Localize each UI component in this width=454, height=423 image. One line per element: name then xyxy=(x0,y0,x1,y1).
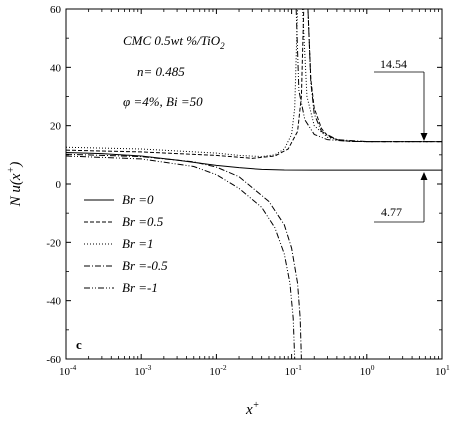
callout-4-77: 4.77 xyxy=(374,172,428,223)
y-tick-label: -60 xyxy=(46,354,61,366)
annotation-phi-bi: φ =4%, Bi =50 xyxy=(123,94,203,109)
legend-label-brm1: Br =-1 xyxy=(122,280,158,295)
x-tick-label: 10-4 xyxy=(59,363,76,378)
series-line-0 xyxy=(66,152,442,171)
series-line-3 xyxy=(66,153,302,359)
y-axis-title: N u(x+) xyxy=(6,162,24,208)
x-axis-title: x+ xyxy=(245,400,259,418)
annotation-n: n= 0.485 xyxy=(137,64,185,79)
series-line-4-branch xyxy=(295,9,442,143)
y-tick-label: 0 xyxy=(56,179,62,191)
series-line-2 xyxy=(66,9,299,158)
annotation-material: CMC 0.5wt %/TiO2 xyxy=(123,33,225,51)
x-tick-label: 10-3 xyxy=(134,363,151,378)
x-tick-label: 100 xyxy=(360,363,375,378)
series-lines xyxy=(66,9,442,359)
plot-frame xyxy=(65,8,443,360)
y-tick-label: 20 xyxy=(50,121,62,133)
y-tick-label: 40 xyxy=(50,62,62,74)
legend-label-br05: Br =0.5 xyxy=(122,214,164,229)
series-line-2-branch xyxy=(302,9,442,143)
callout-14-54: 14.54 xyxy=(374,57,428,141)
y-tick-label: -40 xyxy=(46,296,61,308)
x-tick-label: 10-1 xyxy=(285,363,302,378)
axis-ticks: 10-4 10-3 10-2 10-1 100 101 -60 -40 -20 0 20 40 60 xyxy=(46,4,450,378)
legend-label-br1: Br =1 xyxy=(122,236,154,251)
panel-label: c xyxy=(76,337,82,352)
x-tick-label: 10-2 xyxy=(209,363,226,378)
svg-text:4.77: 4.77 xyxy=(381,205,402,219)
y-tick-label: -20 xyxy=(46,237,61,249)
legend-label-br0: Br =0 xyxy=(122,192,154,207)
series-line-3-branch xyxy=(307,9,442,143)
svg-text:14.54: 14.54 xyxy=(380,57,407,71)
series-line-1 xyxy=(66,9,305,159)
legend: Br =0 Br =0.5 Br =1 Br =-0.5 Br =-1 xyxy=(84,192,168,295)
series-line-4 xyxy=(66,155,296,359)
x-tick-label: 101 xyxy=(435,363,450,378)
y-tick-label: 60 xyxy=(50,4,62,16)
legend-label-brm05: Br =-0.5 xyxy=(122,258,168,273)
